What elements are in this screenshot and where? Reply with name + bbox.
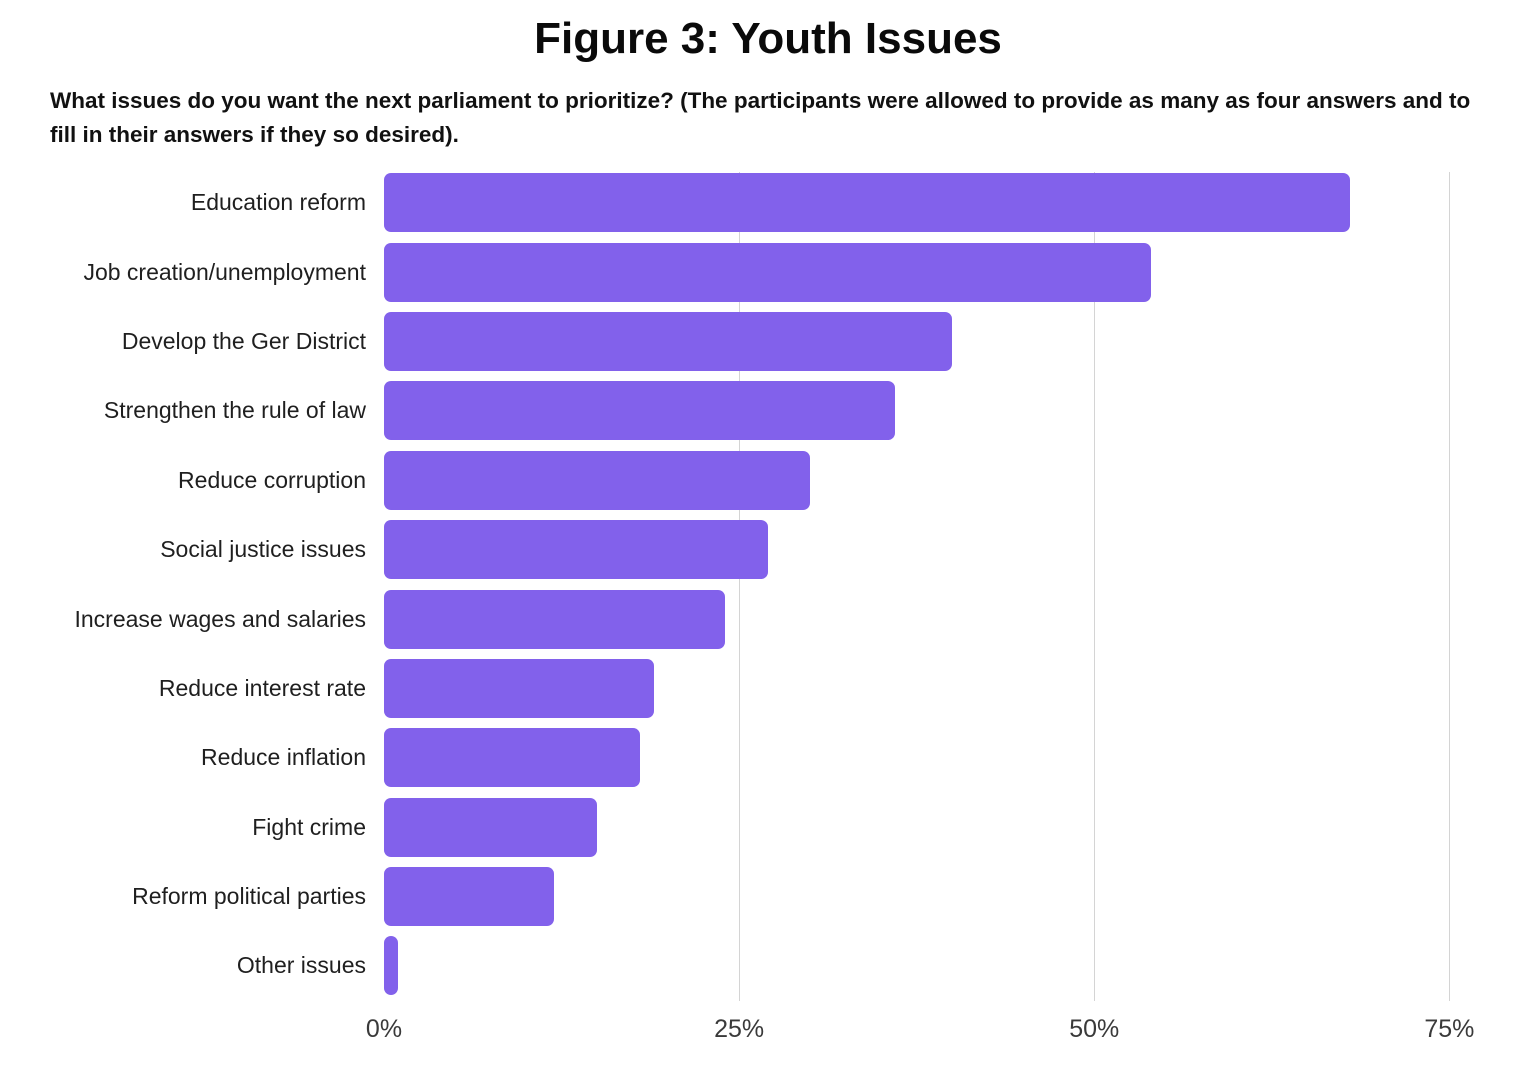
value-bar [384, 311, 953, 371]
value-bar [384, 450, 811, 510]
category-label: Develop the Ger District [121, 327, 366, 354]
chart-row: Strengthen the rule of law [0, 376, 1536, 445]
chart-row: Social justice issues [0, 515, 1536, 584]
chart-row: Increase wages and salaries [0, 584, 1536, 653]
chart-row: Reduce interest rate [0, 654, 1536, 723]
bar-chart: Education reform Job creation/unemploymen… [0, 168, 1536, 1068]
value-bar [384, 867, 555, 927]
bar-track [384, 173, 1492, 233]
chart-row: Develop the Ger District [0, 307, 1536, 376]
category-label: Other issues [236, 952, 366, 979]
value-bar [384, 242, 1152, 302]
value-bar [384, 936, 399, 996]
value-bar [384, 728, 640, 788]
x-axis-tick: 75% [1424, 1015, 1475, 1043]
category-label: Increase wages and salaries [74, 605, 367, 632]
bar-track [384, 867, 1492, 927]
bar-track [384, 728, 1492, 788]
value-bar [384, 520, 768, 580]
category-label: Strengthen the rule of law [103, 397, 366, 424]
category-label: Job creation/unemployment [83, 258, 366, 285]
bar-track [384, 450, 1492, 510]
value-bar [384, 381, 896, 441]
category-label: Reduce corruption [178, 466, 366, 493]
category-label: Education reform [190, 189, 366, 216]
bar-track [384, 589, 1492, 649]
chart-title: Figure 3: Youth Issues [534, 14, 1002, 63]
value-bar [384, 797, 598, 857]
category-label: Reduce inflation [201, 744, 366, 771]
x-axis: 0% 25% 50% 75% [366, 1013, 1492, 1053]
chart-row: Job creation/unemployment [0, 237, 1536, 306]
bar-track [384, 520, 1492, 580]
bar-track [384, 242, 1492, 302]
bar-track [384, 381, 1492, 441]
chart-row: Education reform [0, 168, 1536, 237]
x-axis-tick: 50% [1069, 1015, 1120, 1043]
value-bar [384, 589, 725, 649]
chart-row: Reduce corruption [0, 446, 1536, 515]
bar-track [384, 797, 1492, 857]
category-label: Reform political parties [132, 883, 366, 910]
chart-row: Fight crime [0, 793, 1536, 862]
x-axis-tick: 0% [365, 1015, 403, 1043]
bar-track [384, 311, 1492, 371]
bar-track [384, 936, 1492, 996]
category-label: Reduce interest rate [158, 674, 366, 701]
category-label: Social justice issues [160, 536, 366, 563]
chart-row: Reduce inflation [0, 723, 1536, 792]
chart-rows: Education reform Job creation/unemploymen… [0, 168, 1536, 1001]
bar-track [384, 658, 1492, 718]
chart-row: Reform political parties [0, 862, 1536, 931]
chart-subtitle: What issues do you want the next parliam… [50, 88, 1471, 147]
value-bar [384, 658, 654, 718]
x-axis-tick: 25% [714, 1015, 765, 1043]
value-bar [384, 173, 1350, 233]
chart-row: Other issues [0, 931, 1536, 1000]
category-label: Fight crime [252, 813, 366, 840]
